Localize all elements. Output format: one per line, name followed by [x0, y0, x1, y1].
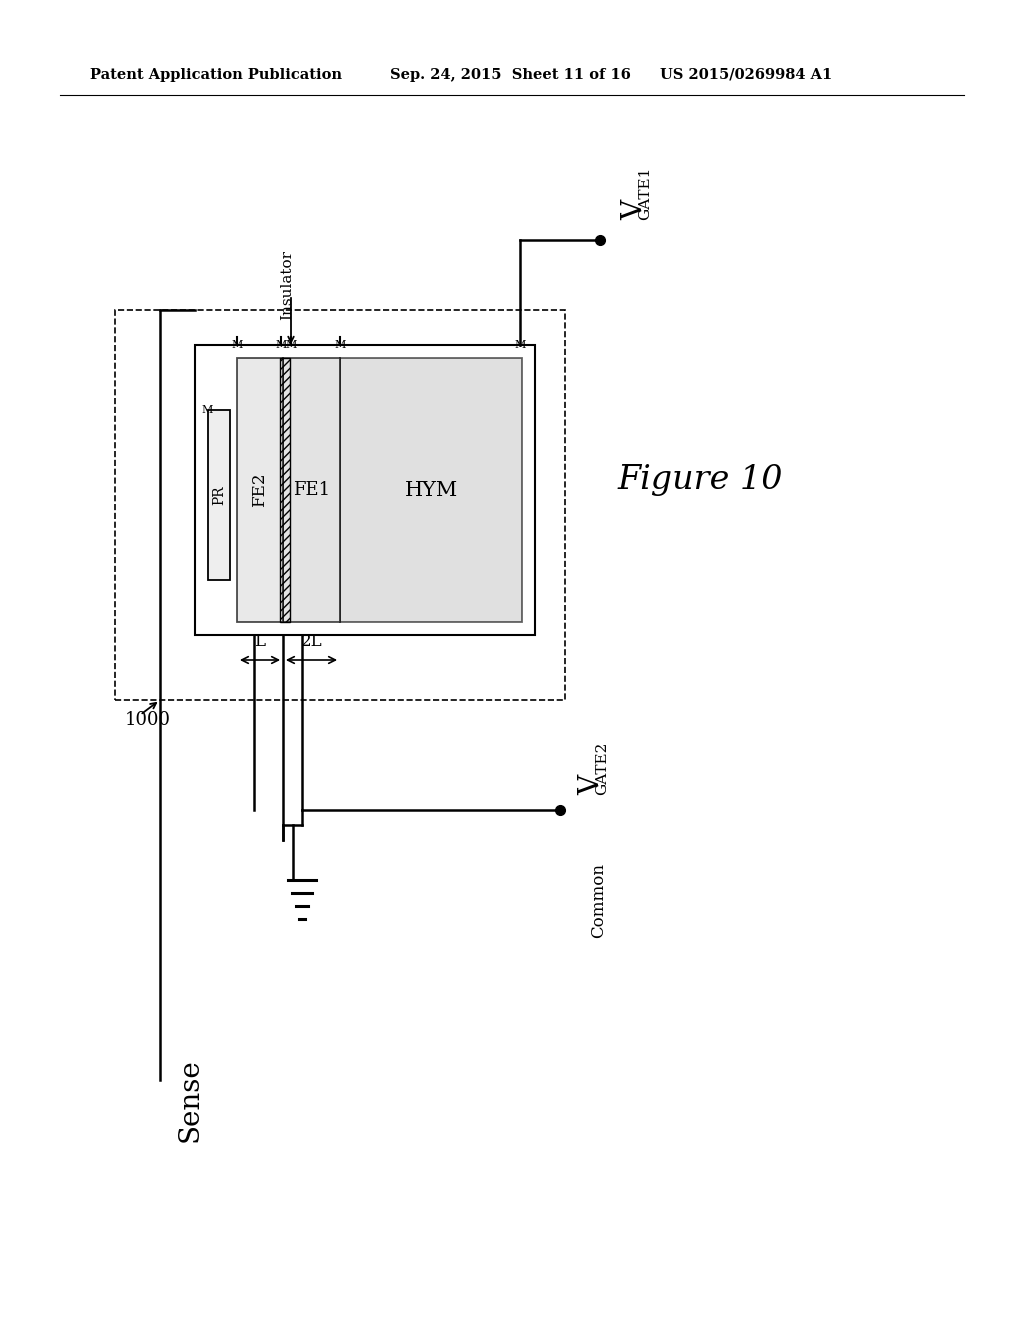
Text: FE2: FE2 — [252, 473, 268, 507]
Bar — [340, 358, 522, 622]
Text: FE1: FE1 — [293, 480, 330, 499]
Text: Patent Application Publication: Patent Application Publication — [90, 69, 342, 82]
Bar — [237, 358, 283, 622]
Text: PR: PR — [212, 486, 226, 504]
Text: GATE1: GATE1 — [638, 166, 652, 220]
Bar — [283, 358, 340, 622]
Text: 1000: 1000 — [125, 711, 171, 729]
Text: M: M — [275, 341, 287, 350]
Text: M: M — [334, 341, 346, 350]
Text: M: M — [202, 405, 213, 414]
Text: Insulator: Insulator — [280, 249, 294, 319]
Text: L: L — [255, 634, 265, 651]
Text: 2L: 2L — [301, 634, 323, 651]
Text: M: M — [514, 341, 525, 350]
Bar — [280, 358, 290, 622]
Text: Common: Common — [590, 862, 607, 937]
Text: M: M — [231, 341, 243, 350]
Text: V: V — [578, 775, 605, 795]
Text: Sep. 24, 2015  Sheet 11 of 16: Sep. 24, 2015 Sheet 11 of 16 — [390, 69, 631, 82]
Text: Sense: Sense — [176, 1059, 204, 1142]
Text: V: V — [621, 199, 648, 220]
Bar — [115, 310, 565, 700]
Text: Figure 10: Figure 10 — [617, 465, 782, 496]
Text: HYM: HYM — [404, 480, 458, 499]
Bar — [208, 411, 230, 579]
Text: GATE2: GATE2 — [595, 742, 609, 795]
Bar — [195, 345, 535, 635]
Text: US 2015/0269984 A1: US 2015/0269984 A1 — [660, 69, 833, 82]
Text: M: M — [286, 341, 297, 350]
